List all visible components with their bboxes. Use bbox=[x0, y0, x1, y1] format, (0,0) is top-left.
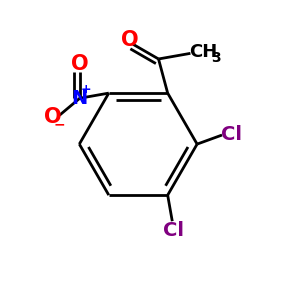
Text: CH: CH bbox=[189, 43, 217, 61]
Text: Cl: Cl bbox=[163, 221, 184, 240]
Text: −: − bbox=[53, 117, 65, 131]
Text: O: O bbox=[71, 54, 88, 74]
Text: O: O bbox=[121, 30, 139, 50]
Text: 3: 3 bbox=[211, 51, 220, 65]
Text: Cl: Cl bbox=[221, 125, 242, 144]
Text: O: O bbox=[44, 107, 62, 127]
Text: +: + bbox=[81, 83, 92, 96]
Text: N: N bbox=[72, 89, 88, 108]
